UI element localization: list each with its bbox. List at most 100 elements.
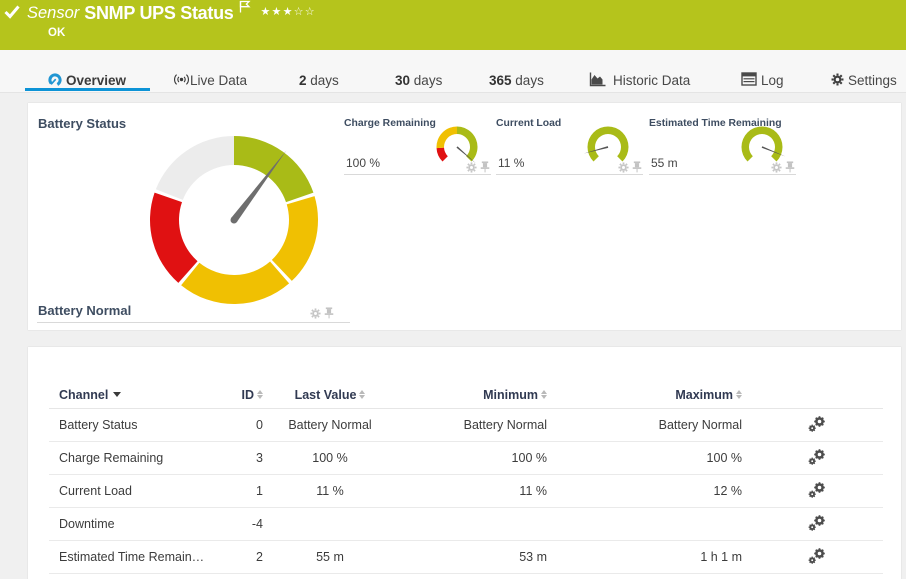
tab-log-label: Log — [761, 73, 784, 88]
cell-last-value: 100 % — [271, 441, 389, 475]
table-row: Current Load 1 11 % 11 % 12 % — [49, 474, 883, 508]
edit-channel-button[interactable] — [804, 546, 830, 568]
gauge-segment — [436, 147, 448, 162]
gauge-needle — [761, 146, 786, 157]
cell-maximum: Battery Normal — [555, 408, 750, 442]
tab-settings[interactable]: Settings — [831, 50, 901, 92]
sort-icon — [541, 390, 547, 400]
edit-channel-button[interactable] — [804, 414, 830, 436]
gauge-title-time: Estimated Time Remaining — [649, 118, 782, 129]
gauge-segment — [457, 126, 478, 162]
cell-id: -4 — [239, 507, 271, 541]
edit-channel-gears-icon — [808, 514, 825, 531]
cell-minimum: 100 % — [389, 441, 555, 475]
channels-table: Channel ID Last Value Minimum Maximum Ba… — [49, 382, 883, 574]
cell-actions — [750, 507, 883, 541]
cell-id: 2 — [239, 540, 271, 574]
tab-log[interactable]: Log — [741, 50, 796, 92]
cell-channel: Current Load — [49, 474, 239, 508]
cell-actions — [750, 441, 883, 475]
cell-actions — [750, 474, 883, 508]
sensor-status-text: OK — [48, 27, 66, 39]
sort-desc-icon — [113, 392, 122, 398]
primary-gauge-title: Battery Status — [38, 116, 127, 131]
tab-30-days-label: days — [413, 73, 443, 88]
cell-id: 1 — [239, 474, 271, 508]
tab-365-days-number: 365 — [489, 73, 512, 88]
gauge-segment — [155, 136, 234, 200]
pin-icon[interactable] — [785, 160, 795, 178]
gauge-segment — [234, 136, 314, 203]
cell-channel: Estimated Time Remain… — [49, 540, 239, 574]
tab-30-days-number: 30 — [395, 73, 411, 88]
cell-id: 0 — [239, 408, 271, 442]
tab-2-days[interactable]: 2 days — [299, 50, 339, 92]
tab-overview[interactable]: Overview — [25, 50, 150, 92]
primary-gauge-status: Battery Normal — [38, 303, 132, 318]
gauge-actions-charge — [466, 160, 490, 178]
sensor-kind-label: Sensor — [27, 3, 80, 22]
sensor-status-bar: Sensor SNMP UPS Status ★★★☆☆ OK — [0, 0, 906, 50]
channel-settings-icon[interactable] — [618, 160, 629, 178]
gauge-title-charge: Charge Remaining — [344, 118, 436, 129]
log-icon — [741, 72, 757, 89]
edit-channel-gears-icon — [808, 415, 825, 432]
column-header-id[interactable]: ID — [239, 382, 271, 409]
gauge-actions-time — [771, 160, 795, 178]
sort-icon — [359, 390, 366, 400]
cell-last-value: Battery Normal — [271, 408, 389, 442]
tab-365-days[interactable]: 365 days — [489, 50, 547, 92]
cell-channel: Battery Status — [49, 408, 239, 442]
channel-settings-icon[interactable] — [771, 160, 782, 178]
cell-maximum — [555, 507, 750, 541]
tab-2-days-number: 2 — [299, 73, 307, 88]
edit-channel-button[interactable] — [804, 480, 830, 502]
channel-settings-icon[interactable] — [466, 160, 477, 178]
edit-channel-gears-icon — [808, 481, 825, 498]
tab-historic-data[interactable]: Historic Data — [589, 50, 694, 92]
pin-icon[interactable] — [480, 160, 490, 178]
gauge-needle — [456, 146, 476, 164]
gauge-actions-load — [618, 160, 642, 178]
primary-gauge-actions — [310, 306, 334, 324]
gauges-panel: Battery Status Battery Normal Charge Rem… — [28, 103, 901, 330]
gauge-needle — [231, 150, 287, 223]
edit-channel-button[interactable] — [804, 513, 830, 535]
tab-30-days[interactable]: 30 days — [395, 50, 443, 92]
column-header-last-value[interactable]: Last Value — [271, 382, 389, 409]
table-row: Battery Status 0 Battery Normal Battery Nor… — [49, 408, 883, 442]
gear-icon — [831, 73, 844, 89]
column-header-maximum[interactable]: Maximum — [555, 382, 750, 409]
edit-channel-button[interactable] — [804, 447, 830, 469]
value-underline — [344, 174, 491, 175]
cell-minimum: 11 % — [389, 474, 555, 508]
value-underline — [496, 174, 643, 175]
cell-id: 3 — [239, 441, 271, 475]
cell-last-value — [271, 507, 389, 541]
estimated-time-gauge — [741, 126, 786, 162]
sort-icon — [257, 390, 263, 400]
gauge-needle — [583, 146, 609, 154]
priority-stars[interactable]: ★★★☆☆ — [260, 4, 316, 18]
current-load-gauge — [583, 126, 629, 162]
tab-live-data[interactable]: Live Data — [165, 50, 260, 92]
edit-channel-gears-icon — [808, 547, 825, 564]
sensor-title: SNMP UPS Status — [84, 2, 234, 23]
gauge-segment — [587, 126, 629, 162]
gauge-title-load: Current Load — [496, 118, 562, 129]
pin-icon[interactable] — [324, 306, 334, 324]
battery-status-gauge — [150, 136, 318, 304]
pin-icon[interactable] — [632, 160, 642, 178]
active-tab-indicator — [25, 88, 150, 91]
cell-channel: Downtime — [49, 507, 239, 541]
gauge-segment — [271, 196, 318, 281]
channel-settings-icon[interactable] — [310, 306, 321, 324]
column-header-channel[interactable]: Channel — [49, 382, 239, 409]
column-header-actions — [750, 382, 883, 409]
area-chart-icon — [589, 72, 607, 90]
tab-settings-label: Settings — [848, 73, 897, 88]
column-header-minimum[interactable]: Minimum — [389, 382, 555, 409]
priority-flag-icon[interactable] — [239, 0, 252, 18]
sensor-title-line: Sensor SNMP UPS Status ★★★☆☆ — [27, 0, 316, 26]
